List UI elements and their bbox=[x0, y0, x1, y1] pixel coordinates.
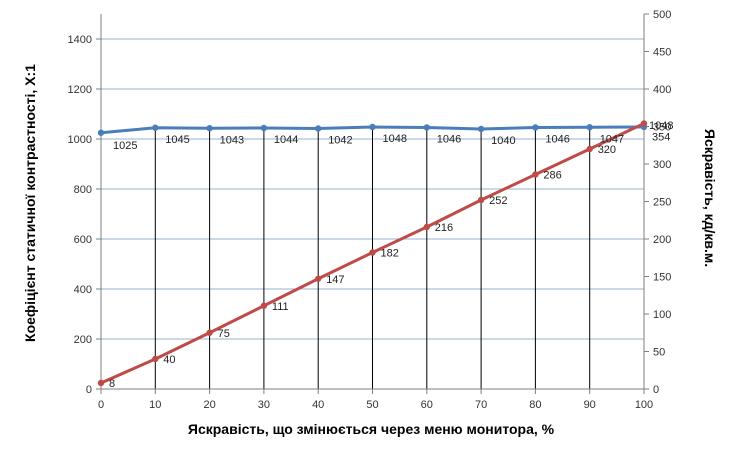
series-1-data-label: 1048 bbox=[383, 133, 407, 145]
series-1-point bbox=[206, 125, 213, 132]
y2-tick-label: 200 bbox=[653, 234, 671, 246]
series-1-data-label: 1044 bbox=[274, 134, 298, 146]
series-2-data-label: 320 bbox=[598, 144, 616, 156]
y-tick-label: 1200 bbox=[68, 84, 92, 96]
y-tick-label: 200 bbox=[74, 334, 92, 346]
series-2-data-label: 75 bbox=[218, 328, 230, 340]
series-1-data-label: 1047 bbox=[600, 133, 624, 145]
y2-tick-label: 150 bbox=[653, 272, 671, 284]
series-2-point bbox=[152, 355, 159, 363]
series-1-data-label: 1042 bbox=[328, 135, 352, 147]
y-tick-label: 1000 bbox=[68, 134, 92, 146]
series-2-data-label: 147 bbox=[326, 274, 344, 286]
y2-tick-label: 350 bbox=[653, 122, 671, 134]
series-1-data-label: 1045 bbox=[165, 134, 189, 146]
series-2-point bbox=[206, 329, 213, 336]
series-1-point bbox=[586, 124, 593, 131]
series-1-point bbox=[369, 123, 376, 131]
y2-tick-label: 0 bbox=[653, 384, 659, 396]
y2-axis-title: Яскравість, кд/кв.м. bbox=[702, 129, 718, 267]
series-1-point bbox=[97, 129, 105, 136]
x-tick-label: 80 bbox=[529, 399, 541, 411]
series-2-data-label: 182 bbox=[381, 248, 399, 260]
x-tick-label: 0 bbox=[98, 399, 104, 411]
x-tick-label: 30 bbox=[258, 399, 270, 411]
series-2-data-label: 40 bbox=[163, 354, 175, 366]
x-axis-title: Яскравість, що змінюється через меню мон… bbox=[188, 421, 555, 437]
series-1-point bbox=[423, 124, 430, 131]
axes: 0200400600800100012001400050100150200250… bbox=[68, 9, 672, 411]
x-tick-label: 10 bbox=[149, 399, 161, 411]
x-tick-label: 70 bbox=[475, 399, 487, 411]
series-1-data-label: 1046 bbox=[545, 134, 569, 146]
series-2-point bbox=[532, 171, 539, 178]
x-tick-label: 50 bbox=[366, 399, 378, 411]
data-labels: 1025 1045 1043 1044 1042 1048 1046 1040 1046 1047… bbox=[109, 120, 673, 390]
series-2-point bbox=[97, 379, 105, 387]
y2-tick-label: 500 bbox=[653, 9, 671, 21]
x-tick-label: 60 bbox=[421, 399, 433, 411]
series-1-data-label: 1025 bbox=[113, 140, 137, 152]
y2-tick-label: 50 bbox=[653, 347, 665, 359]
series-2-point bbox=[315, 275, 322, 282]
y-tick-label: 400 bbox=[74, 284, 92, 296]
series-2-point bbox=[586, 145, 593, 153]
series-2-point bbox=[477, 196, 485, 204]
series bbox=[97, 120, 648, 387]
series-2-data-label: 354 bbox=[652, 132, 670, 144]
y-tick-label: 1400 bbox=[68, 34, 92, 46]
series-2-data-label: 8 bbox=[109, 378, 115, 390]
y2-tick-label: 450 bbox=[653, 47, 671, 59]
y-tick-label: 0 bbox=[86, 384, 92, 396]
series-1-data-label: 1040 bbox=[491, 135, 515, 147]
y2-tick-label: 100 bbox=[653, 309, 671, 321]
x-tick-label: 40 bbox=[312, 399, 324, 411]
x-tick-label: 20 bbox=[203, 399, 215, 411]
series-2-point bbox=[423, 223, 430, 231]
series-2-data-label: 216 bbox=[435, 222, 453, 234]
series-1-data-label: 1046 bbox=[437, 134, 461, 146]
y2-tick-label: 250 bbox=[653, 197, 671, 209]
drop-lines bbox=[100, 127, 645, 389]
series-1-data-label: 1043 bbox=[220, 134, 244, 146]
series-1-point bbox=[152, 124, 159, 131]
y-tick-label: 800 bbox=[74, 184, 92, 196]
y2-tick-label: 400 bbox=[653, 84, 671, 96]
series-2-data-label: 111 bbox=[272, 301, 289, 313]
y-axis-title: Коефіцієнт статичної контрастності, Х:1 bbox=[22, 64, 38, 342]
x-tick-label: 90 bbox=[584, 399, 596, 411]
series-1-point bbox=[315, 125, 322, 132]
series-2-data-label: 286 bbox=[543, 170, 561, 182]
series-2-data-label: 252 bbox=[489, 195, 507, 207]
series-1-point bbox=[532, 124, 539, 131]
series-2-point bbox=[369, 249, 376, 256]
series-2-point bbox=[260, 302, 268, 309]
y2-tick-label: 300 bbox=[653, 159, 671, 171]
series-1-data-label: 1048 bbox=[649, 120, 673, 132]
series-1-point bbox=[260, 124, 268, 132]
series-2-point bbox=[640, 120, 648, 127]
y-tick-label: 600 bbox=[74, 234, 92, 246]
series-1-point bbox=[477, 125, 485, 133]
x-tick-label: 100 bbox=[635, 399, 653, 411]
